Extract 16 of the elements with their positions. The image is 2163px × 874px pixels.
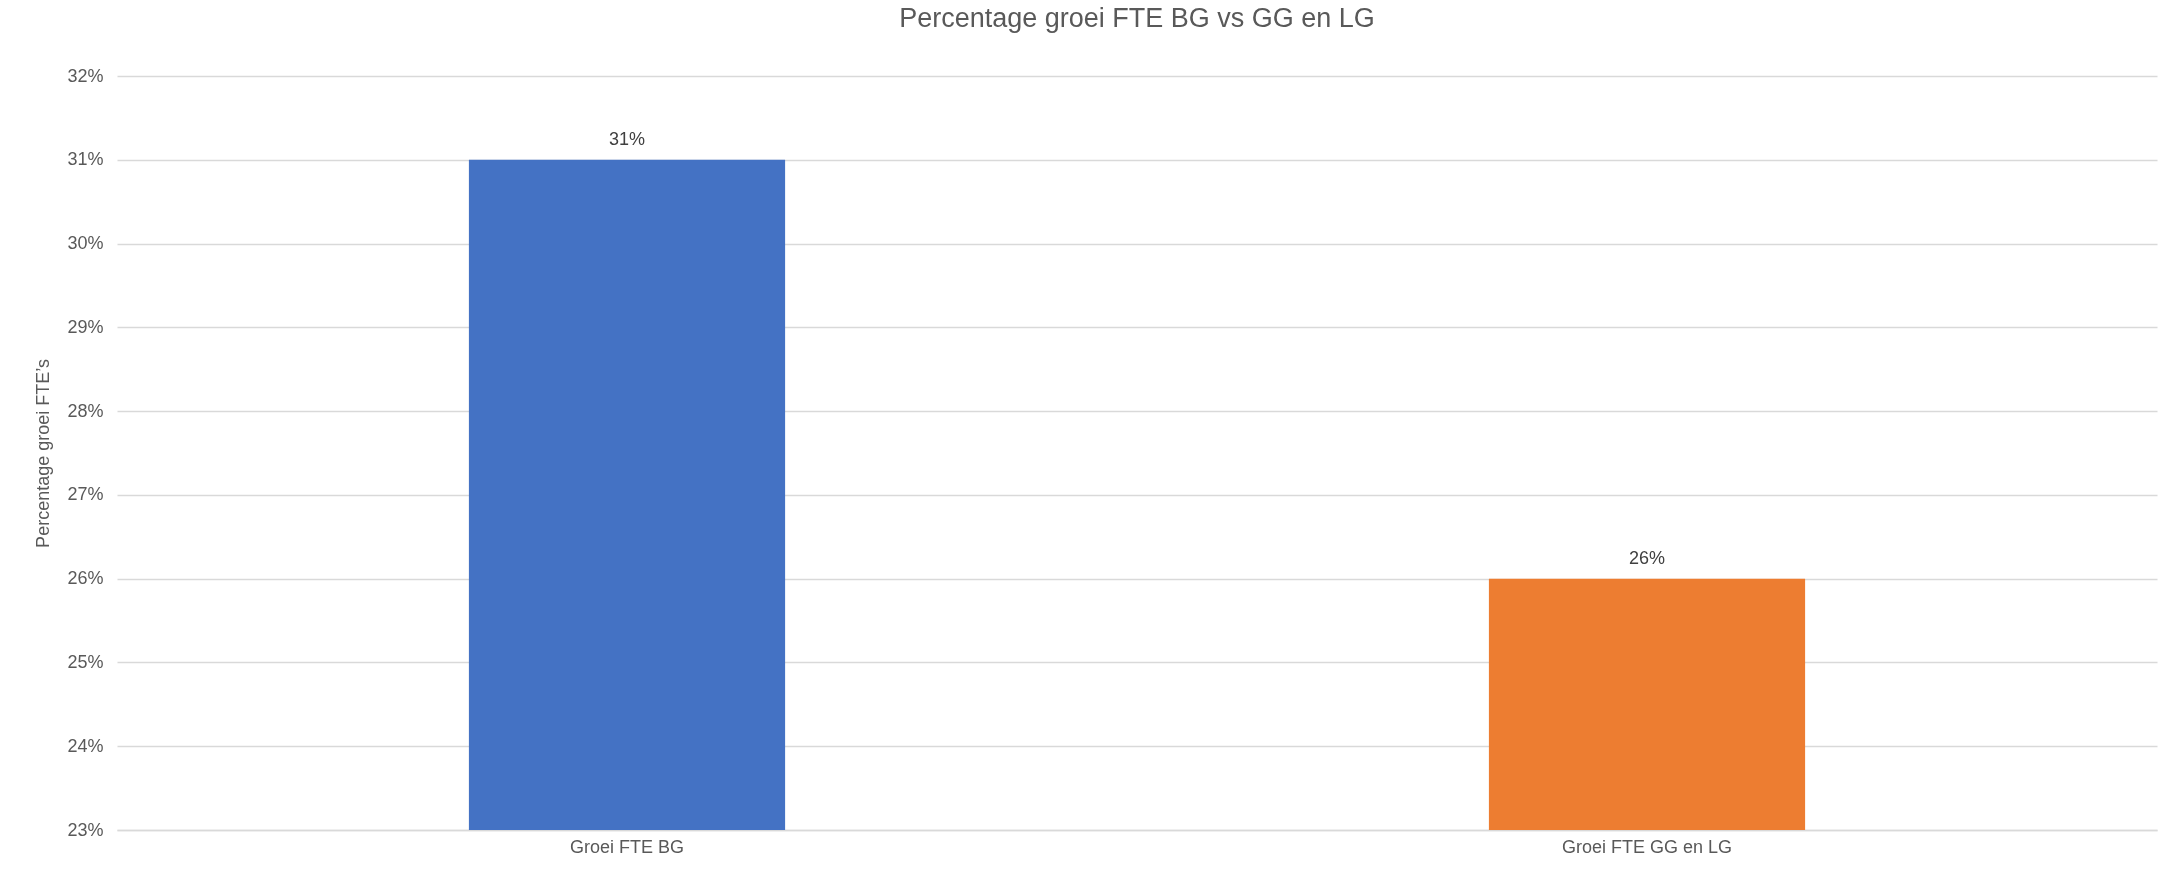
x-tick-label: Groei FTE GG en LG [1561,836,1733,857]
x-tick-label: Groei FTE BG [569,836,685,857]
data-label: 26% [1628,547,1666,568]
y-tick-label: 26% [67,568,104,589]
y-tick-label: 25% [67,651,104,672]
y-tick-label: 30% [67,233,104,254]
y-tick-label: 29% [67,316,104,337]
y-tick-label: 23% [67,819,104,840]
data-label: 31% [608,128,646,149]
y-tick-label: 24% [67,735,104,756]
y-tick-label: 32% [67,65,104,86]
y-axis-title: Percentage groei FTE’s [33,359,54,548]
y-tick-label: 28% [67,400,104,421]
chart-title: Percentage groei FTE BG vs GG en LG [899,3,1375,33]
y-tick-label: 31% [67,149,104,170]
y-tick-label: 27% [67,484,104,505]
